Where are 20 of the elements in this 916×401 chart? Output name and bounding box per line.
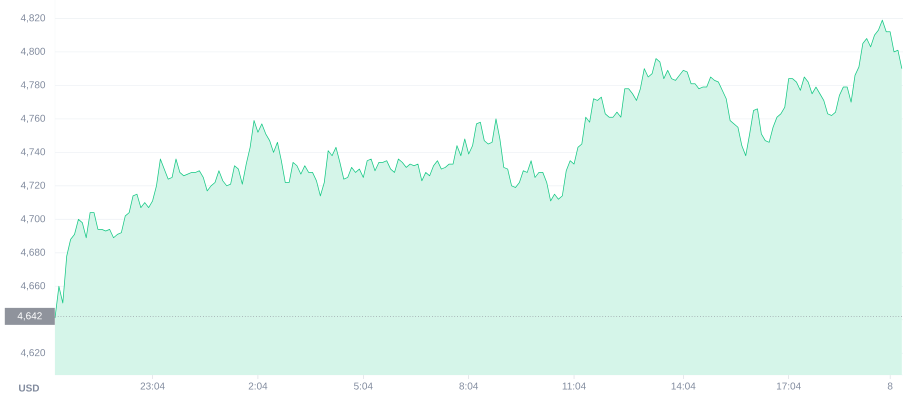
y-tick-label: 4,780 (20, 81, 46, 90)
x-tick-label: 8:04 (459, 382, 478, 390)
x-tick-label: 11:04 (562, 382, 586, 390)
ref-line-label: 4,642 (18, 312, 42, 321)
x-tick-label: 5:04 (354, 382, 373, 390)
x-tick-label: 23:04 (140, 382, 165, 390)
x-tick-label: 2:04 (248, 382, 268, 390)
x-tick-label: 17:04 (776, 382, 801, 390)
x-tick-label: 8 (888, 382, 892, 390)
y-tick-label: 4,620 (20, 349, 46, 358)
y-tick-label: 4,700 (20, 215, 46, 224)
y-tick-label: 4,740 (20, 148, 46, 156)
y-tick-label: 4,820 (20, 14, 46, 23)
y-tick-label: 4,660 (20, 282, 46, 290)
y-tick-label: 4,720 (20, 182, 46, 190)
y-tick-label: 4,800 (20, 48, 46, 56)
y-tick-label: 4,680 (20, 248, 46, 257)
x-tick-label: 14:04 (672, 382, 696, 390)
y-tick-label: 4,760 (20, 114, 46, 123)
y-axis-title: USD (19, 384, 40, 392)
